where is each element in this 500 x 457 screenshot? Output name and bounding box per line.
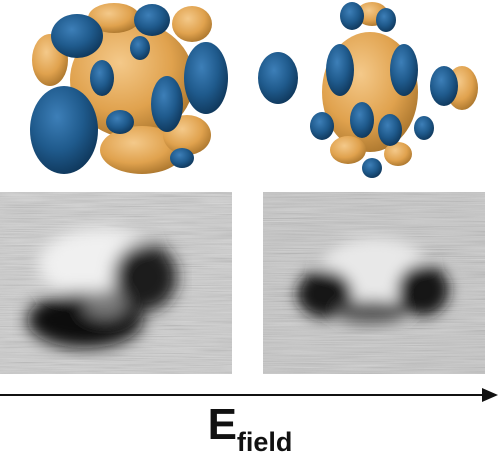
orbital-isosurface-right [252, 0, 484, 182]
stm-feature-left [27, 228, 177, 348]
blue-lobes-right [258, 2, 458, 178]
efield-label-sub: field [236, 427, 293, 457]
stm-feature-right [297, 238, 449, 324]
right-arrow-icon [0, 388, 498, 402]
efield-axis-label: Efield [0, 400, 500, 457]
stm-image-right [263, 192, 485, 374]
orbital-isosurface-left [22, 0, 234, 182]
blue-lobes [30, 4, 228, 174]
stm-image-left [0, 192, 232, 374]
gold-lobes [32, 3, 212, 174]
efield-label-main: E [207, 400, 237, 449]
